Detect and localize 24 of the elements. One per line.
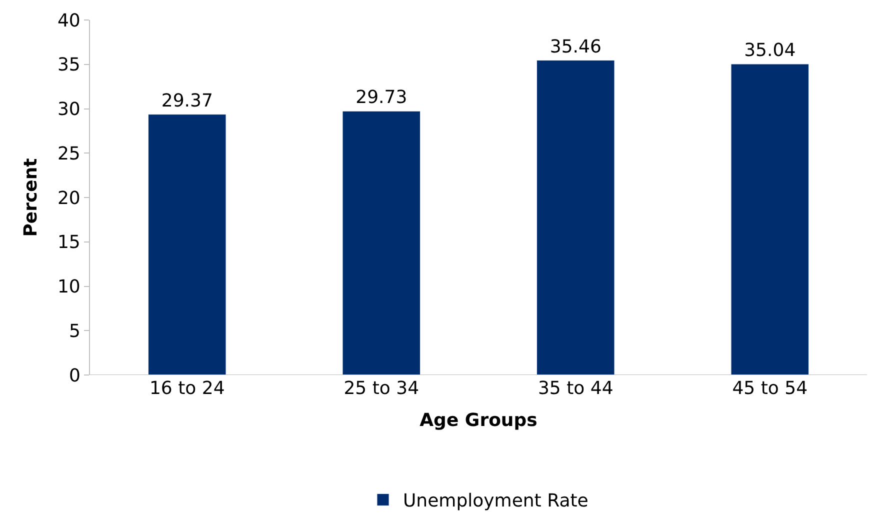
y-tick-label: 25: [57, 143, 80, 164]
y-tick-label: 5: [68, 320, 80, 342]
bar: [148, 114, 226, 375]
y-tick-label: 35: [57, 54, 80, 76]
legend-label: Unemployment Rate: [403, 490, 588, 512]
y-tick-label: 20: [57, 188, 80, 209]
bar: [342, 110, 420, 375]
data-label: 35.04: [744, 40, 796, 62]
x-tick-label: 16 to 24: [149, 378, 225, 399]
bar: [536, 60, 615, 375]
x-tick-label: 45 to 54: [732, 378, 808, 399]
data-label: 35.46: [550, 36, 602, 58]
y-tick-label: 15: [57, 232, 80, 254]
x-tick-label: 35 to 44: [538, 378, 614, 399]
y-tick-label: 10: [57, 276, 80, 298]
y-tick-label: 40: [57, 10, 80, 32]
data-label: 29.73: [356, 87, 408, 108]
x-axis-title: Age Groups: [420, 410, 538, 432]
data-label: 29.37: [161, 90, 213, 112]
y-tick-label: 30: [57, 99, 80, 120]
x-tick-label: 25 to 34: [344, 378, 420, 399]
y-tick-label: 0: [68, 365, 80, 386]
y-axis-title: Percent: [20, 158, 42, 237]
bar: [730, 64, 809, 375]
